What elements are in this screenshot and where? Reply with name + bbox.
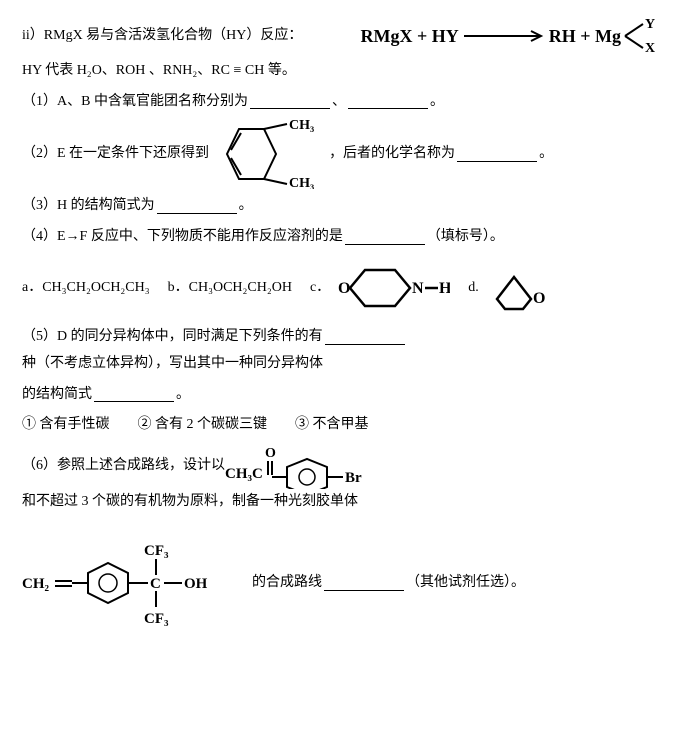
q6b-blank[interactable] xyxy=(324,576,404,591)
q2-b: ，后者的化学名称为 xyxy=(329,141,455,168)
q2-structure: CH₃ CH₃ xyxy=(209,119,329,189)
q5-cond: ① 含有手性碳 ② 含有 2 个碳碳三键 ③ 不含甲基 xyxy=(22,412,369,439)
q4: （4）E→F 反应中、下列物质不能用作反应溶剂的是 （填标号）。 xyxy=(22,224,657,251)
q5-blank2[interactable] xyxy=(94,387,174,402)
svg-text:CF₃: CF₃ xyxy=(144,611,169,627)
line-hy: HY 代表 H₂O、ROH 、RNH₂、RC ≡ CH 等。 xyxy=(22,58,657,85)
q2-blank[interactable] xyxy=(457,147,537,162)
svg-text:H: H xyxy=(439,280,450,297)
opt-d: d. xyxy=(468,275,479,302)
svg-text:CF₃: CF₃ xyxy=(144,543,169,559)
q6b-a: 的合成路线 xyxy=(252,570,322,597)
svg-text:CH₃: CH₃ xyxy=(289,176,314,189)
q5-a: （5）D 的同分异构体中，同时满足下列条件的有 xyxy=(22,324,323,351)
q6-ch3c: CH₃C xyxy=(225,460,263,489)
svg-text:CH₂: CH₂ xyxy=(22,576,50,592)
q2-a: （2）E 在一定条件下还原得到 xyxy=(22,141,209,168)
svg-text:Y: Y xyxy=(645,18,655,32)
svg-text:N: N xyxy=(412,280,424,297)
q3-a: （3）H 的结构简式为 xyxy=(22,193,155,220)
q6-struct: O Br xyxy=(263,445,373,489)
q1-blank2[interactable] xyxy=(348,94,428,109)
q6: （6）参照上述合成路线，设计以 CH₃C O Br 和不超过 3 个碳的有机物为… xyxy=(22,445,657,516)
q3: （3）H 的结构简式为 。 xyxy=(22,193,657,220)
q1-sep: 、 xyxy=(332,89,346,116)
svg-text:O: O xyxy=(265,446,276,461)
q2: （2）E 在一定条件下还原得到 CH₃ CH₃ ，后者的化学名称为 。 xyxy=(22,119,657,189)
svg-text:O: O xyxy=(533,290,545,307)
q5-conditions: ① 含有手性碳 ② 含有 2 个碳碳三键 ③ 不含甲基 xyxy=(22,412,657,439)
q5b: 的结构简式 。 xyxy=(22,382,657,409)
eq-mg-branch: Y X xyxy=(623,18,657,54)
svg-text:CH₃: CH₃ xyxy=(289,119,314,133)
eq-left: RMgX + HY xyxy=(361,19,459,53)
q6-a: （6）参照上述合成路线，设计以 xyxy=(22,453,225,480)
q1-a: （1）A、B 中含氧官能团名称分别为 xyxy=(22,89,248,116)
opt-b: b．CH₃OCH₂CH₂OH xyxy=(168,275,292,302)
q2-end: 。 xyxy=(539,141,553,168)
opt-d-wrap: d. O xyxy=(468,263,549,313)
q5-blank1[interactable] xyxy=(325,330,405,345)
svg-text:C: C xyxy=(150,576,161,592)
product-structure: CH₂ C CF₃ CF₃ OH xyxy=(22,533,252,633)
q5-b: 种（不考虑立体异构），写出其中一种同分异构体 xyxy=(22,351,323,378)
eq-wrap: RMgX + HY RH + Mg Y X xyxy=(361,18,658,54)
q3-end: 。 xyxy=(239,193,253,220)
q3-blank[interactable] xyxy=(157,199,237,214)
opt-c-wrap: c． O N H xyxy=(310,260,450,316)
line-ii: ii）RMgX 易与含活泼氢化合物（HY）反应： xyxy=(22,23,302,50)
eq-rh: RH + Mg xyxy=(549,19,621,53)
eq-arrow xyxy=(459,26,549,46)
q4-blank[interactable] xyxy=(345,230,425,245)
line-ii-row: ii）RMgX 易与含活泼氢化合物（HY）反应： RMgX + HY RH + … xyxy=(22,18,657,54)
svg-text:Br: Br xyxy=(345,470,362,486)
q6-b: 和不超过 3 个碳的有机物为原料，制备一种光刻胶单体 xyxy=(22,489,358,516)
q1-blank1[interactable] xyxy=(250,94,330,109)
q1: （1）A、B 中含氧官能团名称分别为 、 。 xyxy=(22,89,657,116)
q4-a: （4）E→F 反应中、下列物质不能用作反应溶剂的是 xyxy=(22,224,343,251)
q5-end: 。 xyxy=(176,382,190,409)
q5-c: 的结构简式 xyxy=(22,382,92,409)
q4-options: a．CH₃CH₂OCH₂CH₃ b．CH₃OCH₂CH₂OH c． O N H … xyxy=(22,260,657,316)
q6-product-row: CH₂ C CF₃ CF₃ OH 的合成路线 （其他试剂任选）。 xyxy=(22,533,657,633)
q1-end: 。 xyxy=(430,89,444,116)
svg-text:O: O xyxy=(338,280,350,297)
svg-text:OH: OH xyxy=(184,576,208,592)
morpholine-icon: O N H xyxy=(330,260,450,316)
q6b-b: （其他试剂任选）。 xyxy=(406,570,525,597)
svg-text:X: X xyxy=(645,41,655,54)
hy-text: HY 代表 H₂O、ROH 、RNH₂、RC ≡ CH 等。 xyxy=(22,58,296,85)
q5: （5）D 的同分异构体中，同时满足下列条件的有 种（不考虑立体异构），写出其中一… xyxy=(22,324,657,377)
thf-icon: O xyxy=(479,263,549,313)
opt-a: a．CH₃CH₂OCH₂CH₃ xyxy=(22,275,150,302)
opt-c: c． xyxy=(310,275,330,302)
q6-reagent: CH₃C O Br xyxy=(225,445,373,489)
q4-b: （填标号）。 xyxy=(427,224,504,251)
